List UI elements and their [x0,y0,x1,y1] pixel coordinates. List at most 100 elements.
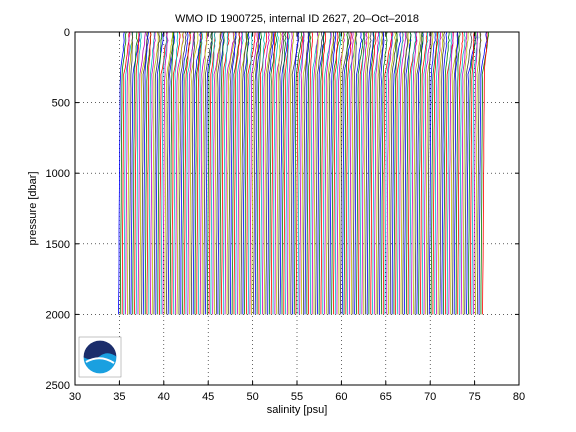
profile-line [183,31,191,315]
profile-line [203,31,213,315]
profile-line [281,31,287,315]
profile-line [224,31,235,315]
profile-line [436,31,442,315]
x-axis-label: salinity [psu] [267,404,328,416]
profile-line [340,31,350,315]
profile-line [409,31,417,315]
profile-line [169,31,175,315]
profile-line [418,31,424,315]
profile-line [441,31,448,315]
y-axis-label: pressure [dbar] [27,172,39,246]
profile-line [155,31,165,315]
profile-line [189,31,199,315]
profile-line [322,31,332,315]
profile-line [132,31,138,315]
profile-line [386,31,393,315]
profile-line [125,31,131,315]
profile-line [411,31,418,315]
profile-line [382,31,393,315]
profile-line [164,31,173,315]
profile-line [157,31,163,315]
profile-line [226,31,235,315]
profile-line [350,31,356,315]
profile-line [249,31,259,315]
profile-line [459,31,466,315]
profile-line [244,31,250,315]
profile-line [171,31,181,315]
profile-line [396,31,404,315]
chart-title: WMO ID 1900725, internal ID 2627, 20–Oct… [175,13,419,25]
profile-line [221,31,230,315]
profile-line [457,31,464,315]
profile-line [260,31,266,315]
profile-line [293,31,303,315]
profile-line [217,31,224,315]
profile-line [379,31,385,315]
profile-line [430,31,438,315]
profile-line [231,31,241,315]
profile-line [141,31,148,315]
profile-line [194,31,202,315]
profile-line [229,31,237,315]
profile-line [185,31,195,315]
y-tick-label: 0 [64,27,70,39]
profile-line [119,31,127,315]
profile-line [331,31,340,315]
profile-line [149,31,156,315]
profile-line [128,31,134,315]
profile-line [178,31,187,315]
profile-line [336,31,345,315]
profile-line [398,31,407,315]
profile-line [245,31,256,315]
x-tick-label: 30 [69,391,81,403]
x-tick-label: 55 [291,391,303,403]
profile-line [443,31,450,315]
profile-line [279,31,289,315]
profile-line [256,31,262,315]
profile-line [267,31,275,315]
profile-line [162,31,169,315]
profile-line [402,31,408,315]
profile-line [247,31,253,315]
profile-lines [118,31,490,315]
x-tick-label: 35 [113,391,125,403]
profile-line [302,31,309,315]
profile-line [215,31,223,315]
profile-line [412,31,421,315]
profile-line [219,31,225,315]
profile-line [206,31,213,315]
profile-line [359,31,365,315]
profile-line [146,31,152,315]
y-tick-label: 500 [52,98,70,110]
profile-line [242,31,250,315]
x-tick-label: 65 [380,391,392,403]
profile-line [318,31,325,315]
y-tick-label: 1000 [46,168,70,180]
profile-line [338,31,344,315]
profile-line [201,31,208,315]
profile-line [460,31,468,315]
noaa-logo [78,336,122,378]
profile-line [464,31,473,315]
profile-line [222,31,229,315]
profile-line [329,31,337,315]
x-tick-label: 75 [468,391,480,403]
profile-line [240,31,248,315]
profile-line [304,31,310,315]
profile-line [134,31,140,315]
profile-line [274,31,284,315]
profile-line [453,31,458,315]
profile-line [366,31,375,315]
profile-line [421,31,429,315]
profile-line [262,31,270,315]
profile-line [375,31,383,315]
x-tick-label: 80 [513,391,525,403]
profile-line [345,31,352,315]
profile-line [462,31,469,315]
y-axis: 0 500 1000 1500 2000 2500 [46,27,519,392]
profile-line [320,31,327,315]
profile-line [137,31,146,315]
profile-line [180,31,189,315]
profile-line [389,31,398,315]
